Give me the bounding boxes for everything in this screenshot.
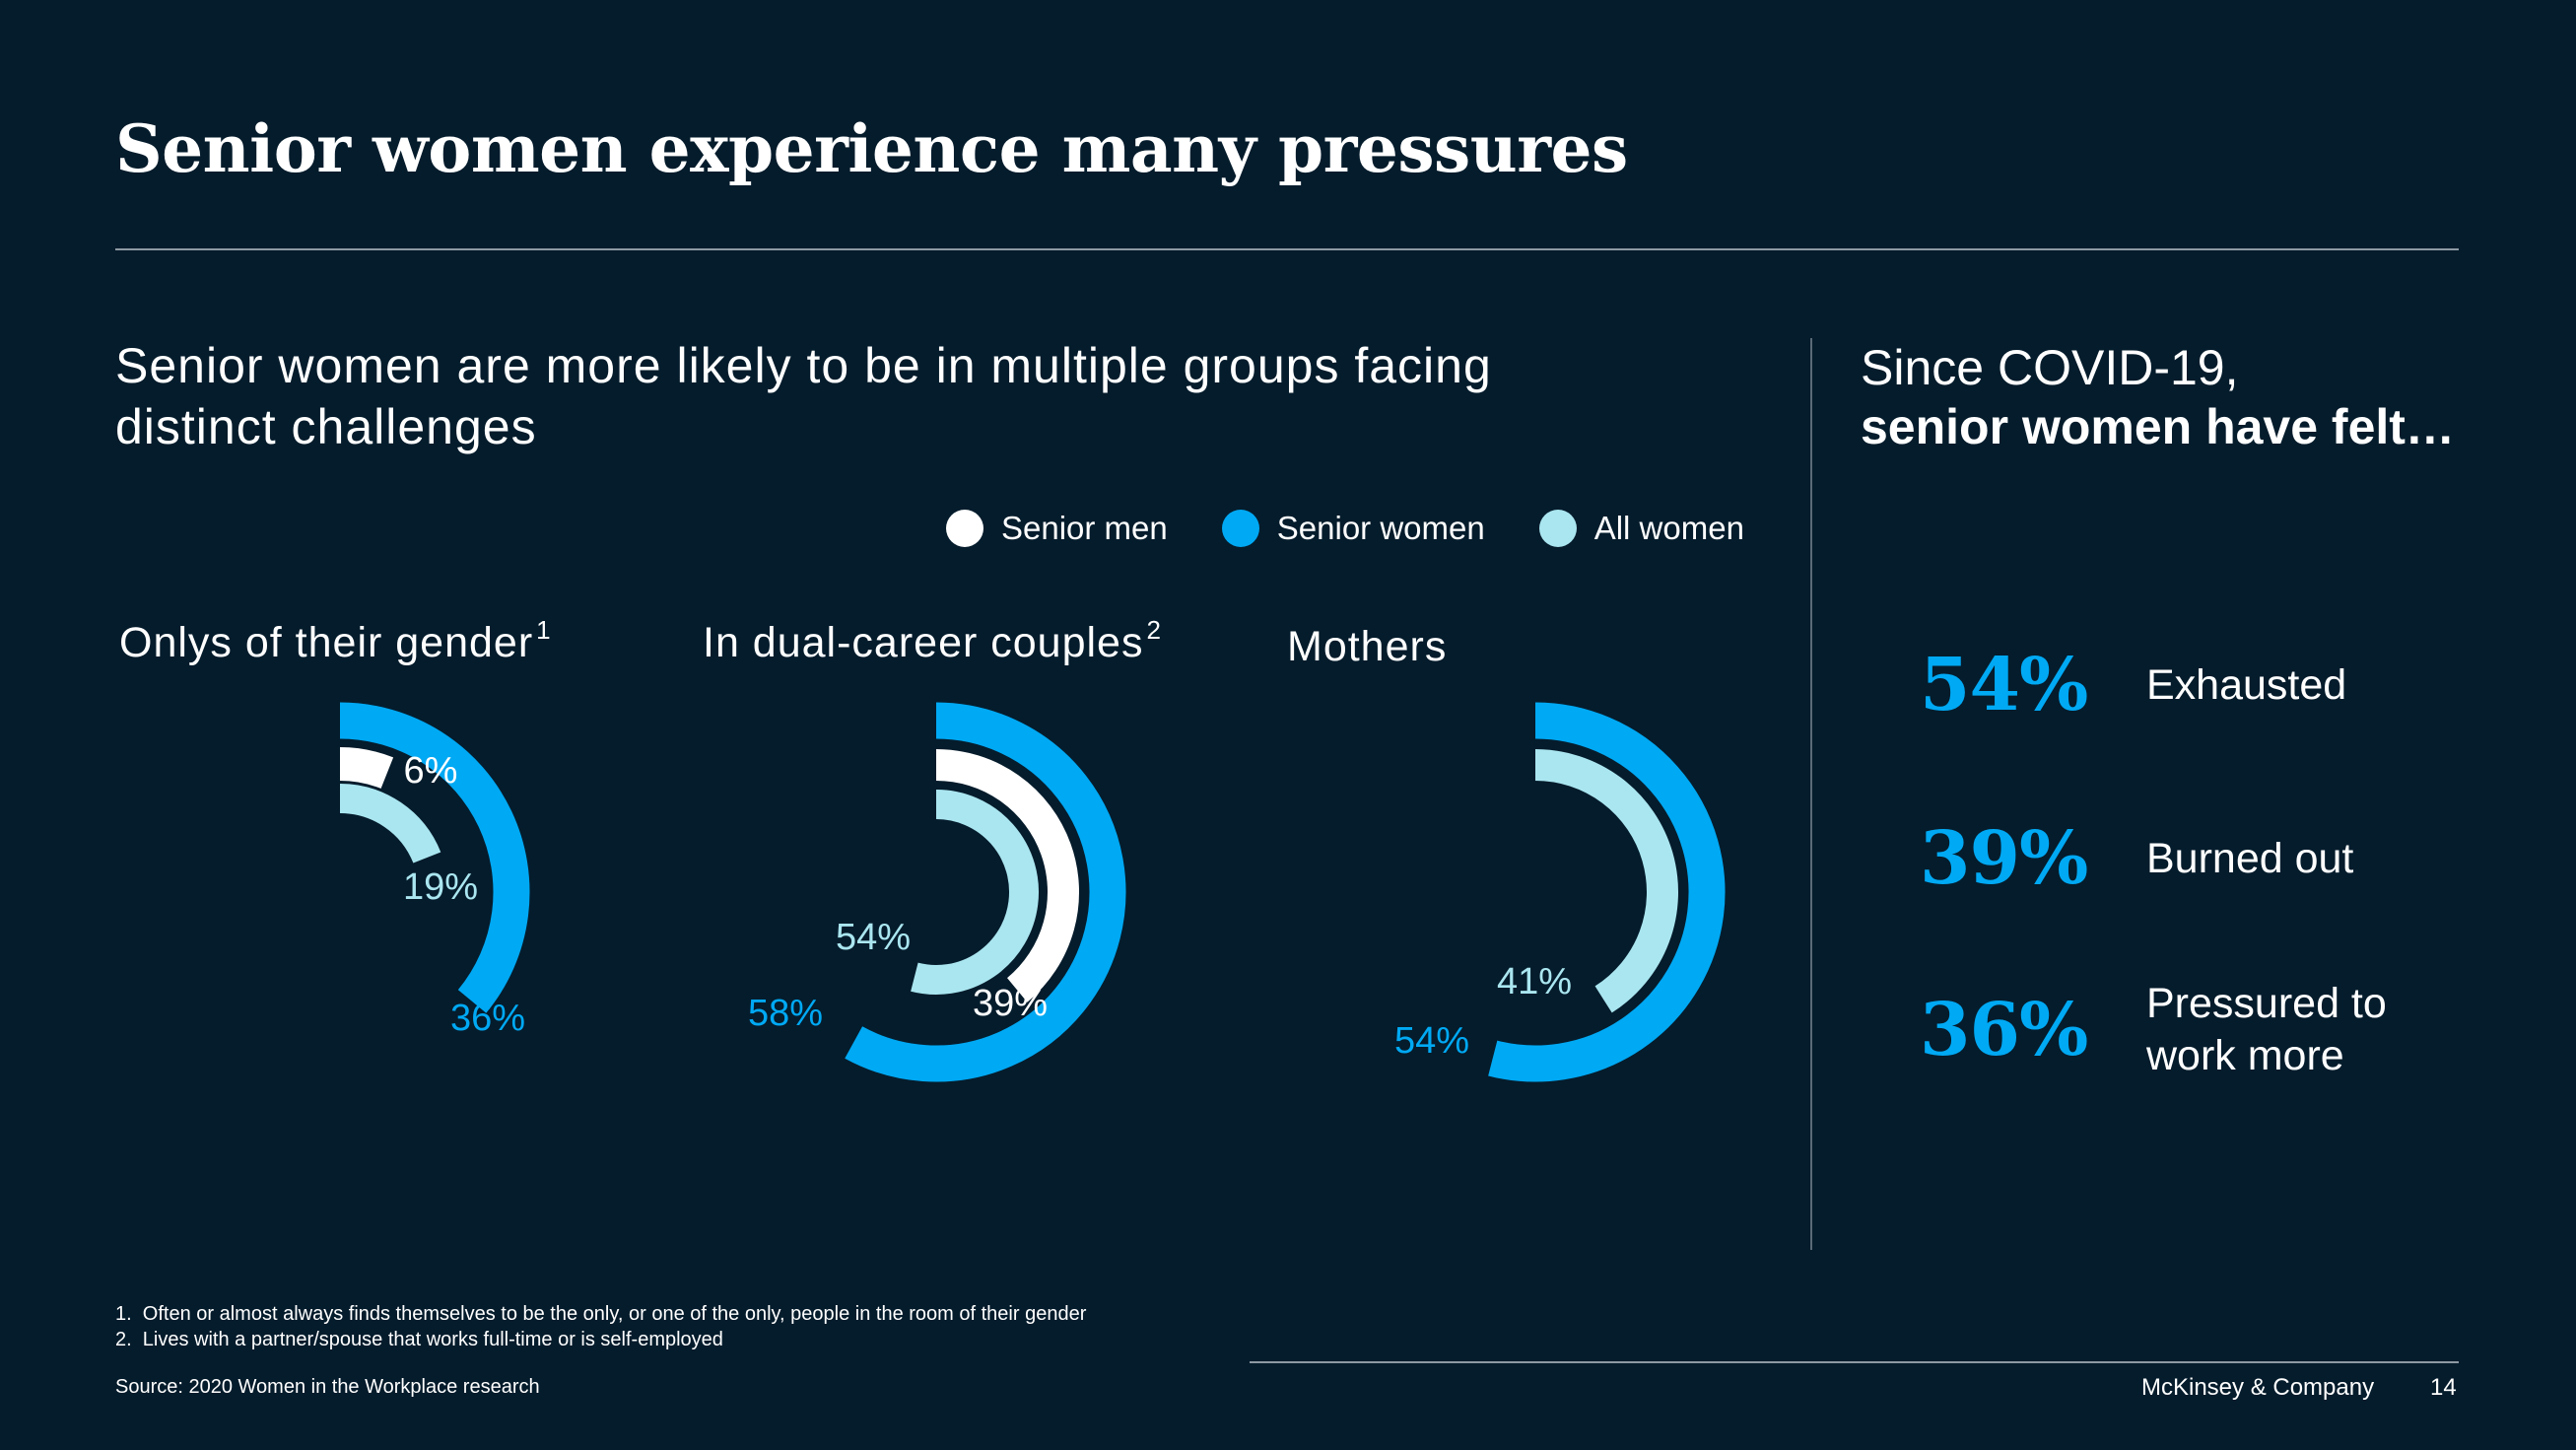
chart-title-mothers: Mothers: [1287, 623, 1447, 671]
chart-title-onlys: Onlys of their gender 1: [119, 615, 552, 667]
section-divider: [1810, 338, 1812, 1250]
stat-burned-out: 39% Burned out: [1920, 816, 2442, 901]
legend-swatch-senior-women: [1221, 510, 1259, 547]
brand-name: McKinsey & Company: [2141, 1374, 2375, 1401]
radial-chart-1: 36% 6% 19%: [339, 702, 530, 1039]
stat-label: Burned out: [2146, 834, 2354, 882]
arc-senior-women: [1488, 702, 1726, 1082]
data-label-senior-men: 39%: [973, 983, 1048, 1024]
arc-senior-women: [339, 702, 530, 1013]
data-label-senior-men: 6%: [404, 750, 458, 792]
covid-heading: Since COVID-19, senior women have felt…: [1861, 338, 2455, 456]
data-label-all-women: 19%: [403, 866, 478, 908]
page-title: Senior women experience many pressures: [115, 110, 1628, 187]
stat-pressured: 36% Pressured to work more: [1920, 978, 2442, 1082]
covid-heading-line1: Since COVID-19,: [1861, 340, 2239, 395]
data-label-senior-women: 58%: [748, 993, 823, 1034]
footnote-1: 1. Often or almost always finds themselv…: [115, 1303, 1087, 1325]
stat-value: 39%: [1920, 816, 2088, 901]
legend-label: All women: [1593, 510, 1744, 546]
arc-all-women: [1534, 749, 1678, 1013]
legend-item-all-women: All women: [1538, 510, 1744, 547]
source-note: Source: 2020 Women in the Workplace rese…: [115, 1376, 540, 1398]
footnote-marker: 1: [536, 615, 552, 645]
stat-value: 54%: [1920, 643, 2088, 727]
legend-item-senior-women: Senior women: [1221, 510, 1485, 547]
stat-label: Exhausted: [2146, 660, 2347, 709]
arc-senior-men: [935, 749, 1079, 1002]
arc-all-women: [911, 790, 1040, 995]
chart-title-text: Mothers: [1287, 623, 1448, 670]
radial-chart-3: 54% 41%: [1394, 702, 1726, 1082]
data-label-senior-women: 54%: [1394, 1020, 1469, 1062]
stat-label: Pressured to work more: [2146, 980, 2387, 1079]
arc-all-women: [339, 784, 441, 864]
footer-divider: [1250, 1361, 2459, 1363]
footnote-marker: 2: [1146, 615, 1162, 645]
section-subtitle: Senior women are more likely to be in mu…: [115, 338, 1492, 454]
chart-title-text: In dual-career couples: [703, 619, 1144, 666]
radial-chart-2: 58% 39% 54%: [748, 702, 1126, 1082]
legend-swatch-all-women: [1538, 510, 1577, 547]
radial-charts: 36% 6% 19% 58% 39% 54% 54% 41%: [339, 702, 1726, 1082]
chart-title-dual-career: In dual-career couples 2: [703, 615, 1162, 667]
legend-label: Senior men: [1001, 510, 1168, 546]
stat-exhausted: 54% Exhausted: [1920, 643, 2442, 727]
stat-value: 36%: [1920, 988, 2088, 1072]
chart-title-text: Onlys of their gender: [119, 619, 534, 666]
data-label-all-women: 41%: [1497, 961, 1572, 1002]
data-label-senior-women: 36%: [450, 998, 525, 1039]
legend-item-senior-men: Senior men: [946, 510, 1168, 547]
footnotes: 1. Often or almost always finds themselv…: [115, 1301, 1086, 1352]
footnote-2: 2. Lives with a partner/spouse that work…: [115, 1329, 723, 1350]
arc-senior-women: [845, 702, 1126, 1082]
arc-senior-men: [339, 747, 394, 790]
covid-heading-line2: senior women have felt…: [1861, 399, 2455, 454]
legend-swatch-senior-men: [946, 510, 983, 547]
page-number: 14: [2430, 1374, 2457, 1401]
title-divider: [115, 248, 2459, 250]
legend-label: Senior women: [1276, 510, 1485, 546]
data-label-all-women: 54%: [836, 917, 911, 958]
chart-legend: Senior men Senior women All women: [946, 505, 1798, 552]
